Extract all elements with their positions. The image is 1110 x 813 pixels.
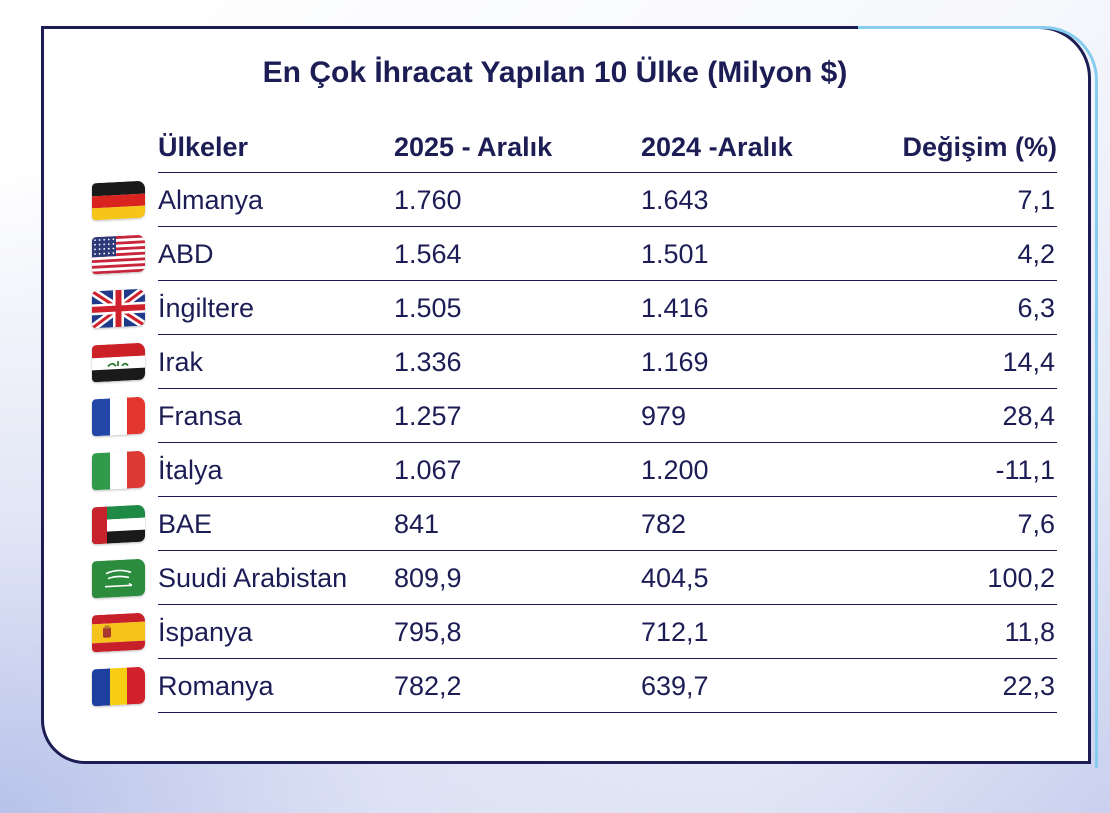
table-card [41,26,1091,764]
uk-flag-icon [92,288,145,329]
table-row: İtalya 1.067 1.200 -11,1 [158,442,1057,496]
country-cell: Almanya [158,185,264,215]
value-2025-cell: 1.257 [394,401,462,431]
value-2025-cell: 1.336 [394,347,462,377]
table-row: Irak 1.336 1.169 14,4 [158,334,1057,388]
value-2024-cell: 782 [641,509,687,539]
value-2025-cell: 841 [394,509,440,539]
change-cell: 4,2 [1017,239,1055,269]
romania-flag-icon [92,666,145,707]
header-2024: 2024 -Aralık [641,132,793,162]
value-2024-cell: 1.416 [641,293,709,323]
country-cell: İspanya [158,617,253,647]
value-2025-cell: 1.760 [394,185,462,215]
table-row: Suudi Arabistan 809,9 404,5 100,2 [158,550,1057,604]
change-cell: 7,6 [1017,509,1055,539]
table-row: İngiltere 1.505 1.416 6,3 [158,280,1057,334]
spain-flag-icon [92,612,145,653]
value-2024-cell: 639,7 [641,671,709,701]
header-2025: 2025 - Aralık [394,132,553,162]
country-cell: BAE [158,509,213,539]
value-2025-cell: 809,9 [394,563,462,593]
change-cell: 14,4 [1002,347,1055,377]
table-row: ABD 1.564 1.501 4,2 [158,226,1057,280]
chart-title: En Çok İhracat Yapılan 10 Ülke (Milyon $… [262,56,848,89]
change-cell: 11,8 [1004,617,1055,647]
change-cell: 28,4 [1002,401,1055,431]
country-cell: Romanya [158,671,274,701]
change-cell: 6,3 [1017,293,1055,323]
france-flag-icon [92,396,145,437]
value-2025-cell: 1.067 [394,455,462,485]
country-cell: İtalya [158,455,223,485]
value-2025-cell: 1.505 [394,293,462,323]
value-2024-cell: 404,5 [641,563,709,593]
change-cell: 100,2 [987,563,1055,593]
value-2024-cell: 1.169 [641,347,709,377]
value-2024-cell: 1.643 [641,185,709,215]
change-cell: -11,1 [995,455,1055,485]
value-2024-cell: 712,1 [641,617,709,647]
table-row: Romanya 782,2 639,7 22,3 [158,658,1057,713]
country-cell: Irak [158,347,204,377]
italy-flag-icon [92,450,145,491]
value-2025-cell: 795,8 [394,617,462,647]
usa-flag-icon [92,234,145,275]
country-cell: Suudi Arabistan [158,563,348,593]
header-change: Değişim (%) [902,132,1057,162]
table-row: İspanya 795,8 712,1 11,8 [158,604,1057,658]
value-2024-cell: 979 [641,401,687,431]
header-country: Ülkeler [158,132,249,162]
change-cell: 7,1 [1017,185,1055,215]
table-row: BAE 841 782 7,6 [158,496,1057,550]
table-row: Almanya 1.760 1.643 7,1 [158,172,1057,226]
saudi-arabia-flag-icon [92,558,145,599]
value-2024-cell: 1.501 [641,239,709,269]
country-cell: ABD [158,239,214,269]
country-cell: Fransa [158,401,243,431]
value-2025-cell: 782,2 [394,671,462,701]
change-cell: 22,3 [1002,671,1055,701]
value-2024-cell: 1.200 [641,455,709,485]
iraq-flag-icon [92,342,145,383]
uae-flag-icon [92,504,145,545]
germany-flag-icon [92,180,145,221]
table-row: Fransa 1.257 979 28,4 [158,388,1057,442]
value-2025-cell: 1.564 [394,239,462,269]
country-cell: İngiltere [158,293,255,323]
